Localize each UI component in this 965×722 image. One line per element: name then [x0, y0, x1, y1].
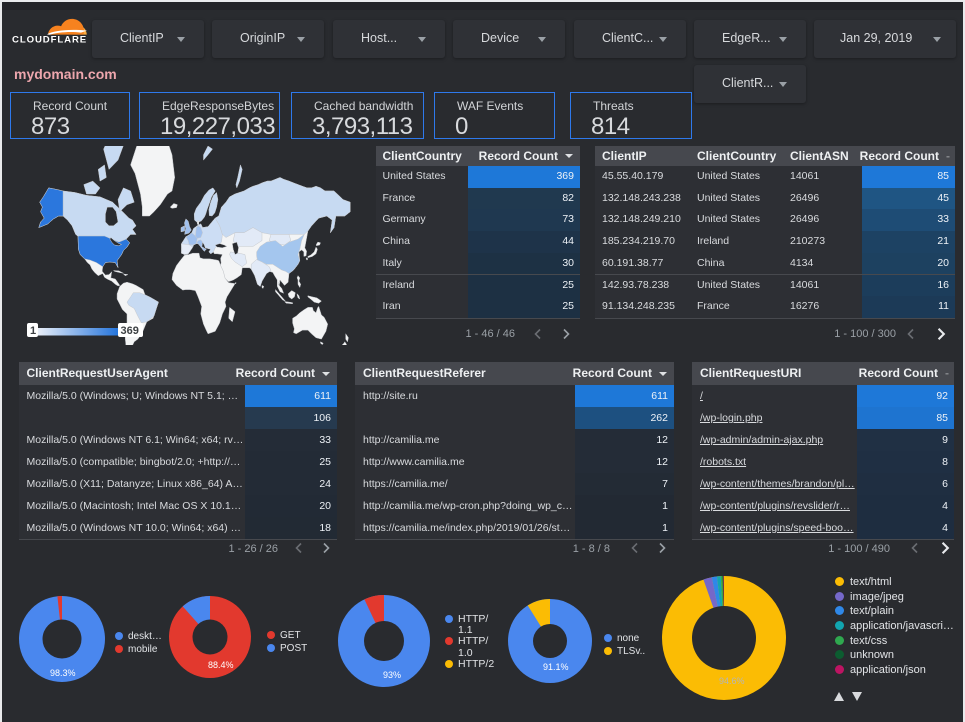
svg-text:369: 369	[121, 325, 139, 337]
svg-text:1: 1	[30, 325, 36, 337]
svg-text:CLOUDFLARE: CLOUDFLARE	[12, 35, 87, 46]
